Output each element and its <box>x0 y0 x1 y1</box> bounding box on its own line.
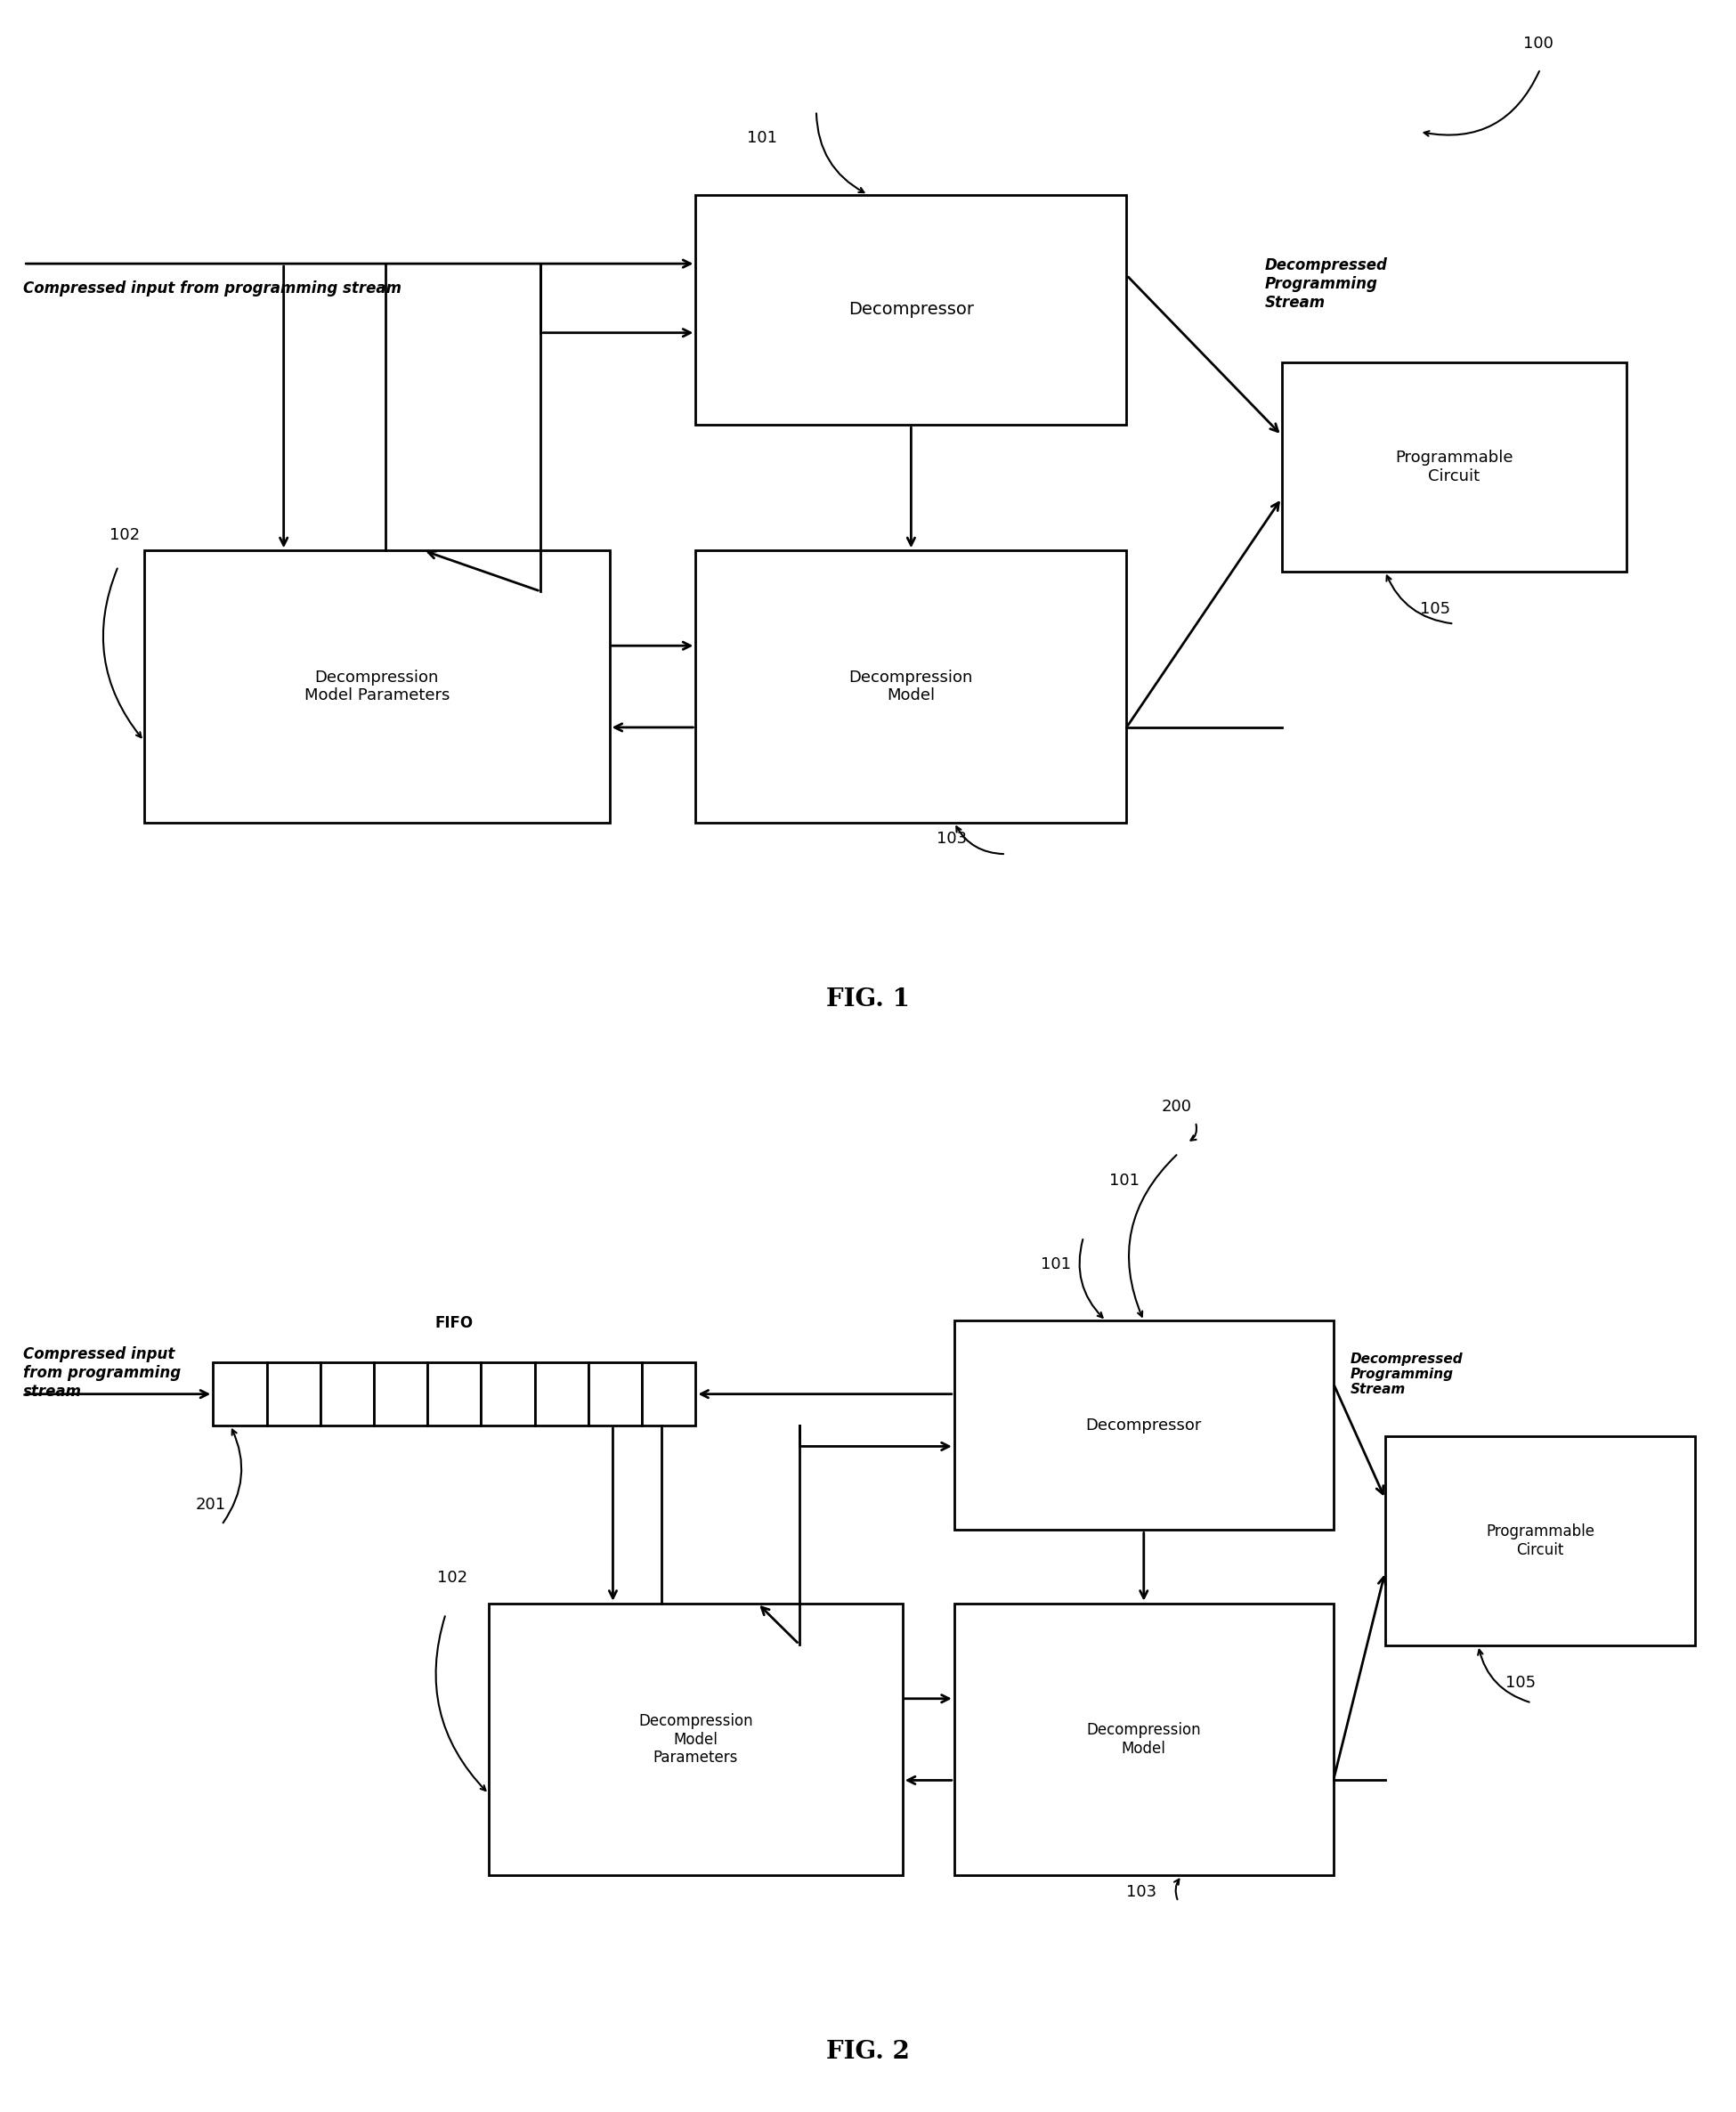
FancyBboxPatch shape <box>955 1603 1333 1875</box>
Text: 103: 103 <box>937 832 967 847</box>
FancyBboxPatch shape <box>955 1320 1333 1529</box>
Text: FIFO: FIFO <box>436 1316 474 1331</box>
Text: 200: 200 <box>1161 1098 1191 1115</box>
Text: 102: 102 <box>109 528 141 543</box>
Bar <box>214 1362 267 1426</box>
FancyBboxPatch shape <box>696 194 1127 425</box>
Text: 100: 100 <box>1522 36 1554 51</box>
FancyBboxPatch shape <box>144 551 609 824</box>
Text: Decompression
Model: Decompression Model <box>1087 1721 1201 1757</box>
Text: Decompressor: Decompressor <box>1085 1417 1201 1434</box>
Bar <box>319 1362 373 1426</box>
Bar <box>589 1362 642 1426</box>
Text: FIG. 1: FIG. 1 <box>826 986 910 1012</box>
FancyBboxPatch shape <box>490 1603 903 1875</box>
Text: Programmable
Circuit: Programmable Circuit <box>1486 1523 1595 1559</box>
Text: 101: 101 <box>1109 1172 1139 1189</box>
Text: Decompressed
Programming
Stream: Decompressed Programming Stream <box>1351 1352 1463 1396</box>
FancyBboxPatch shape <box>1385 1436 1696 1645</box>
FancyBboxPatch shape <box>1281 361 1627 572</box>
Bar <box>481 1362 535 1426</box>
Text: Decompression
Model Parameters: Decompression Model Parameters <box>304 670 450 703</box>
Text: 101: 101 <box>746 129 778 146</box>
Text: 105: 105 <box>1505 1675 1536 1692</box>
Text: Programmable
Circuit: Programmable Circuit <box>1396 450 1514 484</box>
Bar <box>373 1362 427 1426</box>
Bar <box>427 1362 481 1426</box>
Text: Decompression
Model
Parameters: Decompression Model Parameters <box>639 1713 753 1766</box>
Text: 105: 105 <box>1420 600 1450 617</box>
Bar <box>642 1362 696 1426</box>
Text: 102: 102 <box>437 1569 467 1586</box>
Text: Decompressed
Programming
Stream: Decompressed Programming Stream <box>1264 258 1387 310</box>
Text: 101: 101 <box>1040 1257 1071 1271</box>
Text: Decompressor: Decompressor <box>849 302 974 319</box>
Text: 201: 201 <box>196 1497 226 1512</box>
Text: Decompression
Model: Decompression Model <box>849 670 974 703</box>
FancyBboxPatch shape <box>696 551 1127 824</box>
Bar <box>267 1362 319 1426</box>
Text: Compressed input
from programming
stream: Compressed input from programming stream <box>23 1347 181 1400</box>
Text: 103: 103 <box>1127 1884 1156 1901</box>
Text: Compressed input from programming stream: Compressed input from programming stream <box>23 281 401 298</box>
Text: FIG. 2: FIG. 2 <box>826 2040 910 2063</box>
Bar <box>535 1362 589 1426</box>
